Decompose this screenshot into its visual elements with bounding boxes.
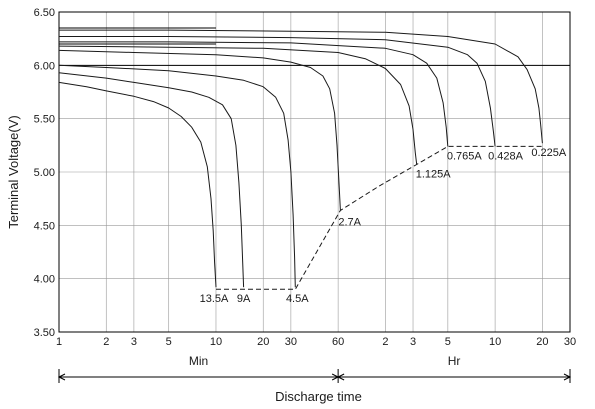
discharge-curve-0-225A (59, 29, 543, 144)
arrow-left-icon (57, 373, 66, 381)
y-tick-label: 4.00 (34, 274, 55, 286)
x-tick-label: 30 (285, 336, 297, 348)
curve-label: 1.125A (416, 169, 452, 181)
curve-labels: 13.5A 9A 4.5A 2.7A 1.125A 0.765A 0.428A 0.225A (200, 147, 567, 305)
discharge-curve-4-5A (58, 64, 296, 288)
reference-lines (59, 27, 570, 66)
x-tick-label: 5 (445, 336, 451, 348)
unit-label-min: Min (189, 354, 208, 368)
y-tick-label: 3.50 (34, 327, 55, 339)
time-unit-bar: Min Hr (57, 354, 572, 383)
x-tick-label: 2 (103, 336, 109, 348)
x-tick-label: 1 (56, 336, 62, 348)
x-tick-label: 2 (382, 336, 388, 348)
plot-frame (58, 11, 571, 333)
curve-label: 0.428A (488, 150, 524, 162)
x-axis-title: Discharge time (275, 389, 362, 404)
x-tick-label: 5 (166, 336, 172, 348)
x-tick-label: 3 (410, 336, 416, 348)
y-tick-label: 5.50 (34, 114, 55, 126)
grid (59, 12, 570, 332)
unit-label-hr: Hr (448, 354, 461, 368)
x-tick-label: 30 (564, 336, 576, 348)
curve-label: 13.5A (200, 293, 229, 305)
discharge-curve-2-7A (58, 49, 341, 211)
y-axis-title: Terminal Voltage(V) (6, 115, 21, 228)
x-tick-label: 10 (489, 336, 501, 348)
curve-label: 9A (237, 293, 251, 305)
end-voltage-dashed-line (216, 145, 543, 290)
discharge-curve-0-428A (59, 36, 496, 147)
discharge-curve-13-5A (58, 81, 217, 288)
curve-label: 4.5A (286, 293, 309, 305)
x-tick-label: 20 (536, 336, 548, 348)
y-tick-label: 6.50 (34, 7, 55, 19)
y-tick-label: 6.00 (34, 60, 55, 72)
x-tick-label: 10 (210, 336, 222, 348)
y-tick-labels: 3.50 4.00 4.50 5.00 5.50 6.00 6.50 (34, 7, 55, 339)
y-tick-label: 4.50 (34, 220, 55, 232)
x-tick-label: 20 (257, 336, 269, 348)
y-tick-label: 5.00 (34, 167, 55, 179)
discharge-curves (58, 29, 543, 288)
x-tick-label: 60 (332, 336, 344, 348)
arrow-left-icon (337, 373, 345, 381)
curve-label: 2.7A (338, 216, 361, 228)
curve-label: 0.765A (447, 150, 483, 162)
discharge-curve-0-765A (59, 41, 449, 147)
x-tick-labels: 1 2 3 5 10 20 30 60 2 3 5 10 20 30 (56, 336, 576, 348)
end-voltage-line (216, 145, 543, 290)
x-tick-label: 3 (131, 336, 137, 348)
discharge-curve-1-125A (58, 45, 418, 165)
arrow-right-icon (563, 373, 572, 381)
discharge-curve-9A (58, 72, 245, 288)
curve-label: 0.225A (531, 147, 567, 159)
